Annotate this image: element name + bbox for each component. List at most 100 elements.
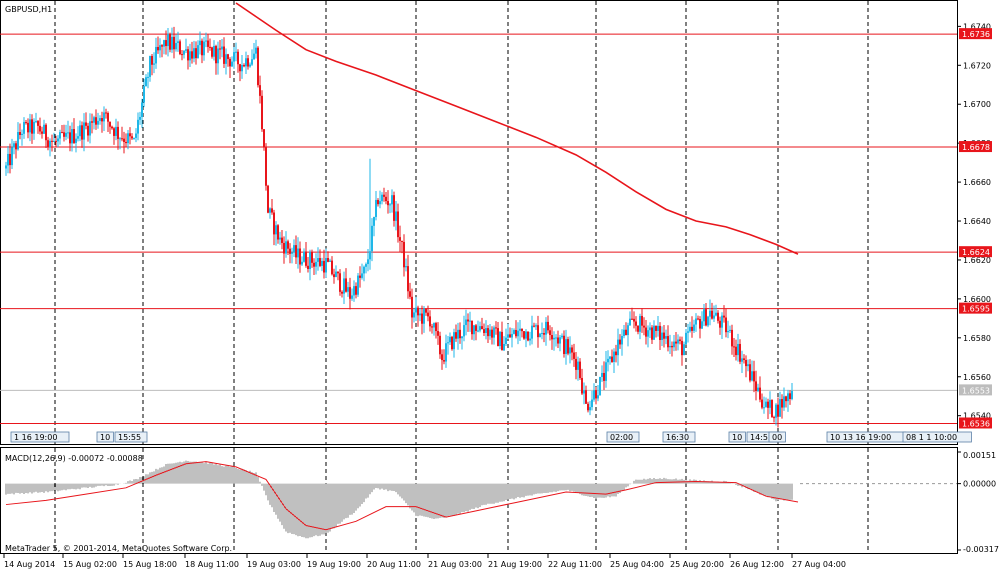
candle-body: [783, 396, 785, 408]
candle-body: [767, 401, 769, 408]
candle-body: [131, 136, 133, 139]
trade-marker[interactable]: [10, 431, 70, 443]
candle-body: [207, 40, 209, 47]
trade-marker-label: 10: [100, 433, 110, 442]
candle-body: [277, 225, 279, 240]
candle-body: [571, 347, 573, 353]
candle-body: [133, 137, 135, 139]
candle-body: [141, 102, 143, 117]
candle-body: [661, 332, 663, 340]
candle-body: [697, 318, 699, 320]
candle-body: [625, 329, 627, 336]
candle-body: [589, 407, 591, 411]
candle-body: [609, 356, 611, 359]
candle-body: [123, 138, 125, 142]
candle-body: [443, 360, 445, 362]
trade-marker[interactable]: [114, 431, 148, 443]
candle-body: [457, 329, 459, 339]
candle-body: [711, 310, 713, 319]
candle-body: [269, 208, 271, 213]
candle-body: [499, 331, 501, 347]
macd-tick-label: 0.00151: [963, 451, 996, 460]
candle-body: [371, 225, 373, 252]
candle-body: [143, 86, 145, 103]
candle-body: [307, 265, 309, 269]
level-tag[interactable]: [959, 141, 992, 153]
candle-body: [557, 337, 559, 344]
candle-body: [305, 251, 307, 266]
trade-marker[interactable]: [728, 431, 746, 443]
candle-body: [267, 185, 269, 213]
candle-body: [25, 122, 27, 124]
candle-body: [481, 326, 483, 330]
trade-marker[interactable]: [768, 431, 786, 443]
candle-body: [223, 46, 225, 64]
candle-body: [145, 77, 147, 87]
trade-marker[interactable]: [902, 431, 972, 443]
price-panel-frame: [0, 0, 958, 445]
candle-body: [379, 201, 381, 205]
candle-body: [397, 211, 399, 238]
candle-body: [347, 287, 349, 292]
level-tag[interactable]: [959, 302, 992, 314]
level-tag[interactable]: [959, 28, 992, 40]
candle-body: [771, 399, 773, 418]
candle-body: [441, 354, 443, 361]
macd-tick-label: -0.00317: [963, 545, 999, 554]
candle-body: [705, 309, 707, 326]
candlestick-series: [5, 26, 793, 428]
candle-body: [573, 352, 575, 359]
candle-body: [631, 318, 633, 320]
candle-body: [579, 361, 581, 379]
candle-body: [703, 309, 705, 322]
candle-body: [735, 346, 737, 356]
candle-body: [529, 338, 531, 341]
candle-body: [159, 45, 161, 51]
candle-body: [303, 251, 305, 262]
candle-body: [385, 196, 387, 202]
candle-body: [607, 358, 609, 363]
candle-body: [255, 47, 257, 54]
trade-marker[interactable]: [96, 431, 114, 443]
candle-body: [167, 34, 169, 47]
trade-marker[interactable]: [662, 431, 696, 443]
candle-body: [351, 295, 353, 299]
level-tag[interactable]: [959, 246, 992, 258]
candle-body: [677, 339, 679, 344]
candle-body: [389, 204, 391, 206]
candle-body: [261, 95, 263, 130]
candle-body: [377, 199, 379, 205]
candle-body: [701, 321, 703, 329]
candle-body: [393, 195, 395, 221]
trade-marker-label: 1 16 19:00: [14, 433, 57, 442]
candle-body: [643, 325, 645, 328]
candle-body: [365, 264, 367, 267]
candle-body: [583, 390, 585, 394]
price-tick-label: 1.6740: [963, 22, 991, 31]
candle-body: [485, 328, 487, 333]
time-tick-label: 21 Aug 19:00: [488, 560, 542, 569]
candle-body: [405, 266, 407, 268]
candle-body: [383, 194, 385, 197]
candle-body: [491, 329, 493, 338]
candle-body: [219, 48, 221, 50]
trade-marker-label: 10 13 16 19:00: [830, 433, 891, 442]
trade-marker[interactable]: [606, 431, 640, 443]
price-tick-label: 1.6620: [963, 256, 991, 265]
candle-body: [781, 399, 783, 408]
candle-body: [527, 331, 529, 341]
candle-body: [95, 117, 97, 125]
candle-body: [5, 165, 7, 169]
candle-body: [743, 358, 745, 360]
trade-marker-label: 16:30: [666, 433, 689, 442]
candle-body: [373, 216, 375, 226]
candle-body: [555, 337, 557, 339]
candle-body: [75, 138, 77, 143]
candle-body: [335, 271, 337, 278]
candle-body: [233, 52, 235, 62]
candle-body: [755, 381, 757, 391]
level-tag[interactable]: [959, 417, 992, 429]
candle-body: [463, 325, 465, 337]
